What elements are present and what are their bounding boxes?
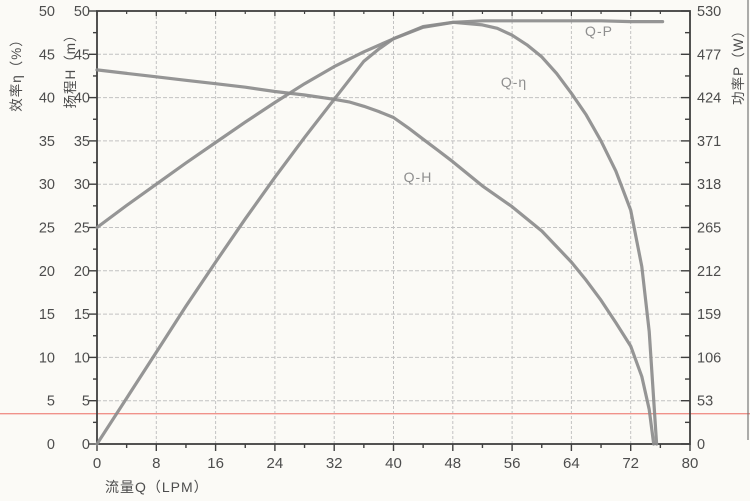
efficiency-tick-label: 15 (39, 307, 55, 323)
flow-tick-label: 8 (152, 455, 160, 472)
scan-edge-artifact (747, 0, 749, 440)
power-tick-label: 0 (697, 437, 705, 453)
curve-q-h (95, 68, 656, 446)
flow-axis-title: 流量Q（LPM） (105, 479, 209, 495)
flow-tick-label: 32 (326, 455, 343, 472)
flow-tick-label: 40 (385, 455, 402, 472)
power-tick-label: 318 (697, 177, 721, 193)
efficiency-tick-label: 35 (39, 134, 55, 150)
efficiency-tick-label: 30 (39, 177, 55, 193)
flow-tick-label: 56 (504, 455, 521, 472)
head-tick-label: 45 (74, 47, 90, 63)
head-tick-label: 5 (82, 394, 90, 410)
flow-tick-label: 0 (93, 455, 101, 472)
head-tick-label: 15 (74, 307, 90, 323)
flow-tick-label: 80 (682, 455, 699, 472)
flow-tick-label: 72 (622, 455, 639, 472)
power-tick-label: 53 (697, 394, 713, 410)
power-tick-label: 159 (697, 307, 721, 323)
flow-tick-label: 64 (563, 455, 580, 472)
head-tick-label: 30 (74, 177, 90, 193)
head-axis-title: 扬程H（m） (63, 27, 78, 109)
head-tick-label: 50 (74, 4, 90, 20)
head-tick-label: 35 (74, 134, 90, 150)
curve-q-p (95, 19, 665, 230)
flow-tick-label: 24 (267, 455, 284, 472)
efficiency-tick-label: 20 (39, 264, 55, 280)
curve-q-eta (95, 20, 659, 446)
efficiency-tick-label: 40 (39, 91, 55, 107)
curve-label-q-eta: Q-η (500, 74, 528, 90)
efficiency-tick-label: 45 (39, 47, 55, 63)
power-tick-label: 424 (697, 91, 721, 107)
efficiency-tick-label: 50 (39, 4, 55, 20)
power-tick-label: 477 (697, 47, 721, 63)
efficiency-tick-label: 5 (47, 394, 55, 410)
power-axis-title: 功率P（W） (731, 23, 746, 105)
efficiency-tick-label: 0 (47, 437, 55, 453)
flow-tick-label: 16 (207, 455, 224, 472)
power-tick-label: 371 (697, 134, 721, 150)
efficiency-tick-label: 25 (39, 221, 55, 237)
head-tick-label: 25 (74, 221, 90, 237)
power-tick-label: 212 (697, 264, 721, 280)
power-tick-label: 265 (697, 221, 721, 237)
head-tick-label: 40 (74, 91, 90, 107)
efficiency-axis-title: 效率η（%） (9, 32, 24, 112)
efficiency-tick-label: 10 (39, 350, 55, 366)
head-tick-label: 0 (82, 437, 90, 453)
power-tick-label: 106 (697, 350, 721, 366)
flow-tick-label: 48 (444, 455, 461, 472)
head-tick-label: 20 (74, 264, 90, 280)
power-tick-label: 530 (697, 4, 721, 20)
head-tick-label: 10 (74, 350, 90, 366)
curve-label-q-p: Q-P (585, 23, 613, 39)
curve-label-q-h: Q-H (403, 169, 433, 185)
